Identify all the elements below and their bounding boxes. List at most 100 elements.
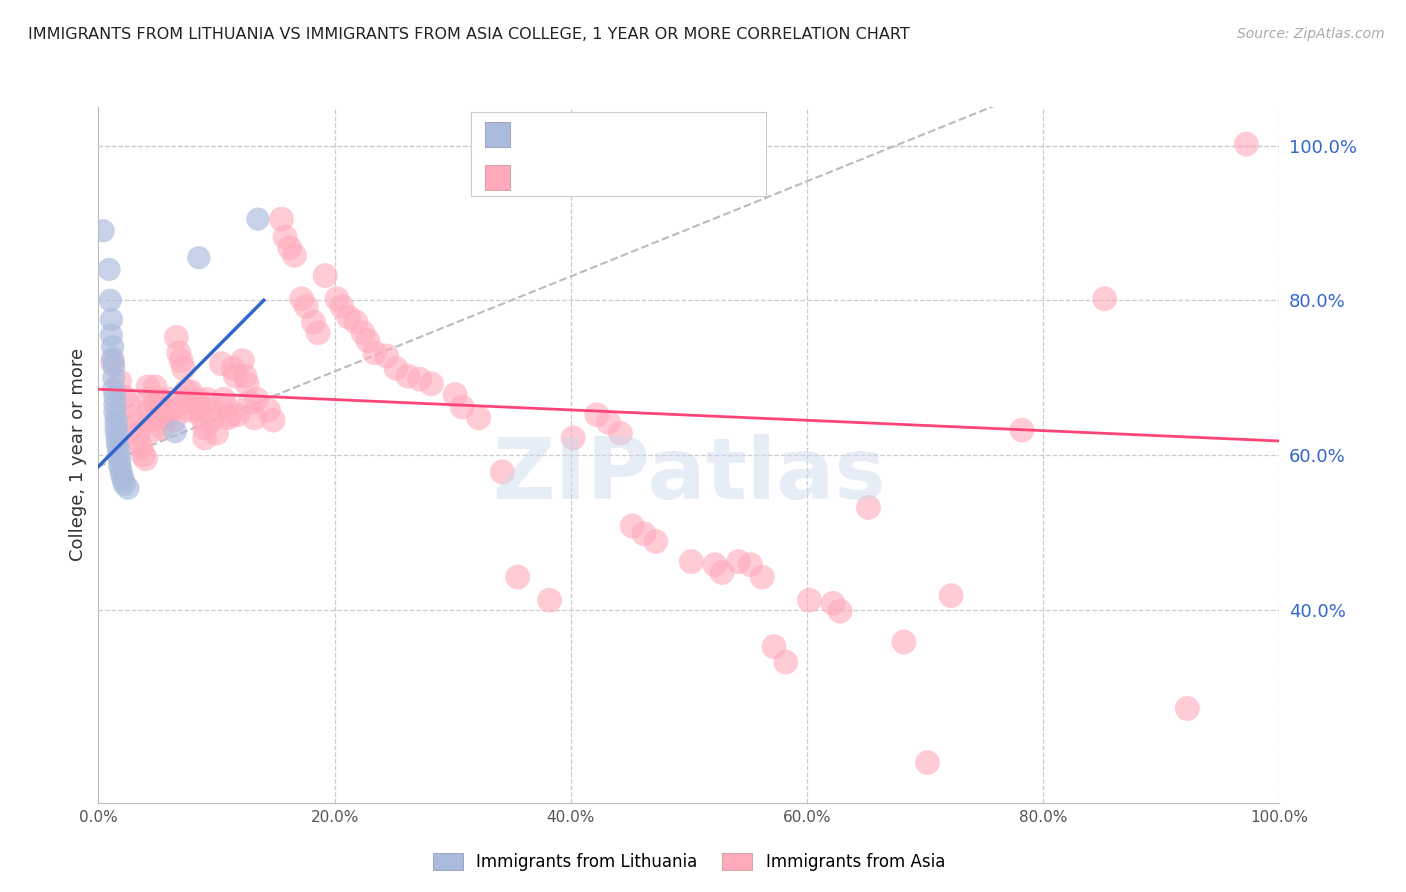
Point	[858, 500, 880, 515]
Point	[105, 436, 128, 450]
Point	[150, 421, 173, 435]
Point	[375, 349, 398, 363]
Point	[110, 463, 132, 477]
Point	[132, 448, 155, 462]
Point	[108, 453, 131, 467]
Point	[104, 405, 127, 419]
Point	[283, 248, 305, 262]
Point	[491, 465, 513, 479]
Point	[180, 384, 202, 399]
Point	[136, 392, 159, 407]
Point	[101, 340, 124, 354]
Point	[187, 251, 209, 265]
Point	[104, 390, 127, 404]
Point	[103, 382, 125, 396]
Point	[118, 398, 141, 412]
Point	[157, 392, 180, 407]
Point	[239, 395, 262, 409]
Text: 0.350: 0.350	[564, 121, 620, 139]
Point	[177, 403, 200, 417]
Point	[337, 310, 360, 325]
Point	[143, 380, 166, 394]
Point	[194, 421, 217, 435]
Point	[598, 416, 620, 430]
Point	[236, 376, 259, 391]
Point	[609, 426, 631, 441]
Point	[215, 400, 238, 414]
Point	[139, 413, 162, 427]
Point	[302, 315, 325, 329]
Point	[290, 292, 312, 306]
Point	[195, 392, 218, 407]
Point	[703, 558, 725, 572]
Point	[274, 230, 297, 244]
Point	[103, 359, 125, 373]
Point	[98, 262, 121, 277]
Point	[295, 300, 318, 314]
Point	[278, 241, 301, 255]
Point	[107, 442, 129, 456]
Point	[396, 369, 419, 384]
Point	[105, 413, 128, 427]
Point	[105, 431, 128, 445]
Text: R =: R =	[522, 164, 561, 182]
Point	[160, 403, 183, 417]
Point	[174, 384, 197, 399]
Point	[385, 361, 408, 376]
Point	[711, 566, 734, 580]
Point	[257, 403, 280, 417]
Point	[344, 315, 367, 329]
Point	[222, 361, 245, 376]
Point	[104, 398, 127, 412]
Point	[233, 369, 256, 384]
Point	[105, 425, 128, 439]
Point	[209, 357, 232, 371]
Point	[330, 300, 353, 314]
Point	[562, 431, 585, 445]
Point	[1175, 701, 1198, 715]
Point	[139, 403, 162, 417]
Point	[146, 413, 169, 427]
Point	[621, 519, 644, 533]
Point	[191, 410, 214, 425]
Point	[314, 268, 336, 283]
Point	[107, 448, 129, 462]
Point	[142, 423, 165, 437]
Point	[129, 440, 152, 454]
Point	[408, 372, 430, 386]
Point	[100, 312, 122, 326]
Point	[585, 408, 607, 422]
Point	[799, 593, 821, 607]
Point	[181, 395, 204, 409]
Point	[420, 376, 443, 391]
Point	[163, 413, 186, 427]
Point	[246, 392, 269, 407]
Point	[1094, 292, 1116, 306]
Point	[644, 534, 666, 549]
Text: ZIPatlas: ZIPatlas	[492, 434, 886, 517]
Point	[172, 361, 194, 376]
Point	[149, 392, 172, 407]
Point	[1234, 137, 1257, 152]
Point	[917, 756, 939, 770]
Point	[146, 403, 169, 417]
Point	[108, 458, 131, 473]
Point	[101, 351, 124, 366]
Point	[105, 418, 128, 433]
Text: N =: N =	[634, 164, 673, 182]
Point	[262, 413, 284, 427]
Text: 115: 115	[673, 164, 711, 182]
Point	[219, 408, 242, 422]
Point	[821, 596, 844, 610]
Point	[633, 526, 655, 541]
Point	[226, 408, 249, 422]
Point	[165, 425, 187, 439]
Point	[194, 431, 217, 445]
Point	[762, 640, 785, 654]
Point	[364, 346, 387, 360]
Point	[357, 334, 380, 348]
Point	[112, 390, 135, 404]
Point	[217, 410, 239, 425]
Point	[101, 355, 124, 369]
Point	[201, 413, 224, 427]
